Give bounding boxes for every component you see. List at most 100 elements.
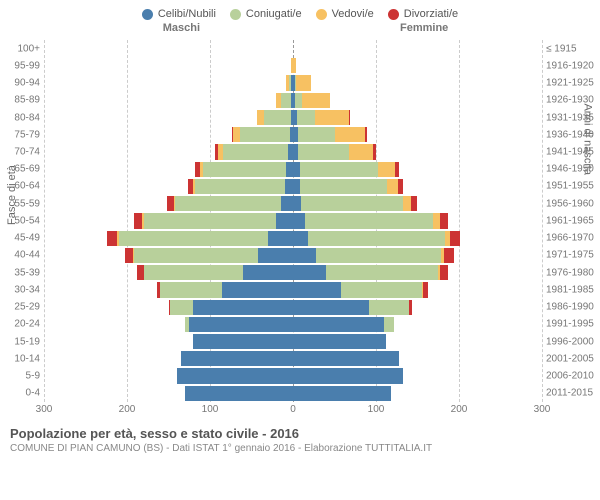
bar-segment-celibi [193,334,293,349]
bar-segment-celibi [293,368,403,383]
legend-item: Coniugati/e [230,8,302,20]
age-label: 40-44 [0,250,44,261]
bar-segment-celibi [181,351,293,366]
footer: Popolazione per età, sesso e stato civil… [0,420,600,454]
birth-year-label: 1981-1985 [542,284,600,295]
female-bar [293,93,542,108]
birth-year-label: 1956-1960 [542,198,600,209]
bar-segment-celibi [258,248,293,263]
x-axis: 3002001000100200300 [44,402,542,420]
legend-swatch [316,9,327,20]
bar-segment-coniugati [203,162,286,177]
legend-label: Vedovi/e [332,8,374,20]
male-bar [44,368,293,383]
bar-segment-coniugati [298,144,349,159]
bar-segment-vedovi [296,75,311,90]
birth-year-label: 1946-1950 [542,164,600,175]
bar-segment-coniugati [300,179,387,194]
birth-year-label: 1961-1965 [542,215,600,226]
bar-segment-celibi [293,351,399,366]
female-bar [293,317,542,332]
bar-segment-coniugati [195,179,285,194]
birth-year-label: 1921-1925 [542,78,600,89]
bar-segment-coniugati [170,300,193,315]
header-female: Femmine [400,22,448,34]
female-bar [293,75,542,90]
female-bar [293,334,542,349]
bar-segment-coniugati [160,282,222,297]
bar-segment-coniugati [326,265,438,280]
birth-year-label: 1951-1955 [542,181,600,192]
bar-segment-celibi [293,231,308,246]
gender-headers: Maschi Femmine [0,22,600,38]
bar-segment-vedovi [293,58,296,73]
female-bar [293,162,542,177]
age-label: 20-24 [0,319,44,330]
bar-segment-celibi [189,317,293,332]
male-bar [44,265,293,280]
pyramid-row: 45-491966-1970 [44,230,542,247]
bar-segment-coniugati [301,196,402,211]
x-tick-label: 200 [119,404,136,415]
bar-segment-celibi [285,179,293,194]
bar-segment-vedovi [233,127,240,142]
bar-segment-celibi [268,231,293,246]
bar-segment-vedovi [335,127,365,142]
bar-segment-coniugati [264,110,291,125]
bar-segment-divorziati [125,248,133,263]
legend-swatch [388,9,399,20]
bar-segment-divorziati [440,213,448,228]
bar-segment-vedovi [403,196,411,211]
bar-segment-divorziati [167,196,174,211]
bar-segment-coniugati [369,300,409,315]
female-bar [293,179,542,194]
bar-segment-divorziati [137,265,144,280]
pyramid-row: 30-341981-1985 [44,281,542,298]
pyramid-row: 100+≤ 1915 [44,40,542,57]
bar-segment-celibi [286,162,293,177]
birth-year-label: ≤ 1915 [542,43,600,54]
bar-segment-vedovi [257,110,264,125]
birth-year-label: 2006-2010 [542,371,600,382]
bar-segment-coniugati [308,231,445,246]
pyramid-row: 0-42011-2015 [44,385,542,402]
bar-segment-coniugati [119,231,268,246]
bar-segment-celibi [185,386,293,401]
pyramid-row: 60-641951-1955 [44,178,542,195]
birth-year-label: 1976-1980 [542,267,600,278]
bar-segment-coniugati [223,144,288,159]
bar-segment-celibi [193,300,293,315]
age-label: 60-64 [0,181,44,192]
bar-segment-divorziati [365,127,367,142]
x-tick-label: 300 [534,404,551,415]
age-label: 10-14 [0,353,44,364]
bar-segment-celibi [293,317,384,332]
pyramid-row: 15-191996-2000 [44,333,542,350]
legend-item: Vedovi/e [316,8,374,20]
female-bar [293,265,542,280]
female-bar [293,41,542,56]
legend-swatch [142,9,153,20]
age-label: 5-9 [0,371,44,382]
female-bar [293,110,542,125]
bar-segment-coniugati [305,213,434,228]
male-bar [44,127,293,142]
birth-year-label: 1941-1945 [542,147,600,158]
birth-year-label: 1936-1940 [542,129,600,140]
female-bar [293,213,542,228]
pyramid-row: 65-691946-1950 [44,161,542,178]
birth-year-label: 2001-2005 [542,353,600,364]
female-bar [293,368,542,383]
bar-segment-divorziati [450,231,460,246]
pyramid-row: 75-791936-1940 [44,126,542,143]
age-label: 35-39 [0,267,44,278]
bar-segment-coniugati [297,110,315,125]
bar-segment-celibi [293,386,391,401]
bar-segment-coniugati [175,196,281,211]
bar-segment-coniugati [295,93,302,108]
pyramid-rows: 100+≤ 191595-991916-192090-941921-192585… [44,40,542,402]
bar-segment-coniugati [316,248,441,263]
legend-swatch [230,9,241,20]
male-bar [44,196,293,211]
bar-segment-divorziati [373,144,376,159]
